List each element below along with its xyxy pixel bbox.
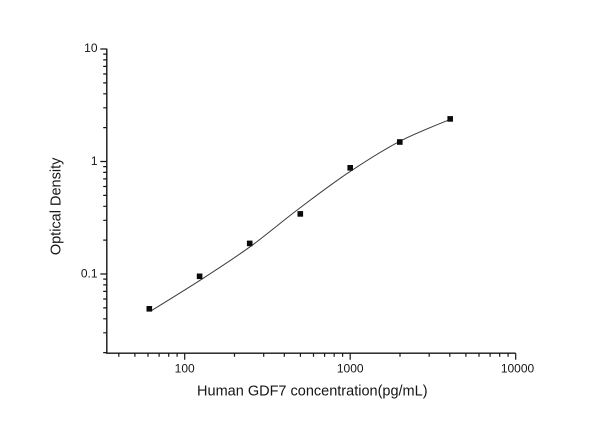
svg-text:Optical Density: Optical Density: [48, 157, 64, 255]
svg-text:100: 100: [175, 361, 195, 375]
svg-text:10000: 10000: [501, 361, 535, 375]
svg-text:1000: 1000: [337, 361, 364, 375]
svg-text:0.1: 0.1: [81, 267, 98, 281]
svg-text:Human GDF7 concentration(pg/mL: Human GDF7 concentration(pg/mL): [197, 384, 428, 400]
svg-text:1: 1: [91, 154, 98, 168]
svg-text:10: 10: [84, 41, 98, 55]
